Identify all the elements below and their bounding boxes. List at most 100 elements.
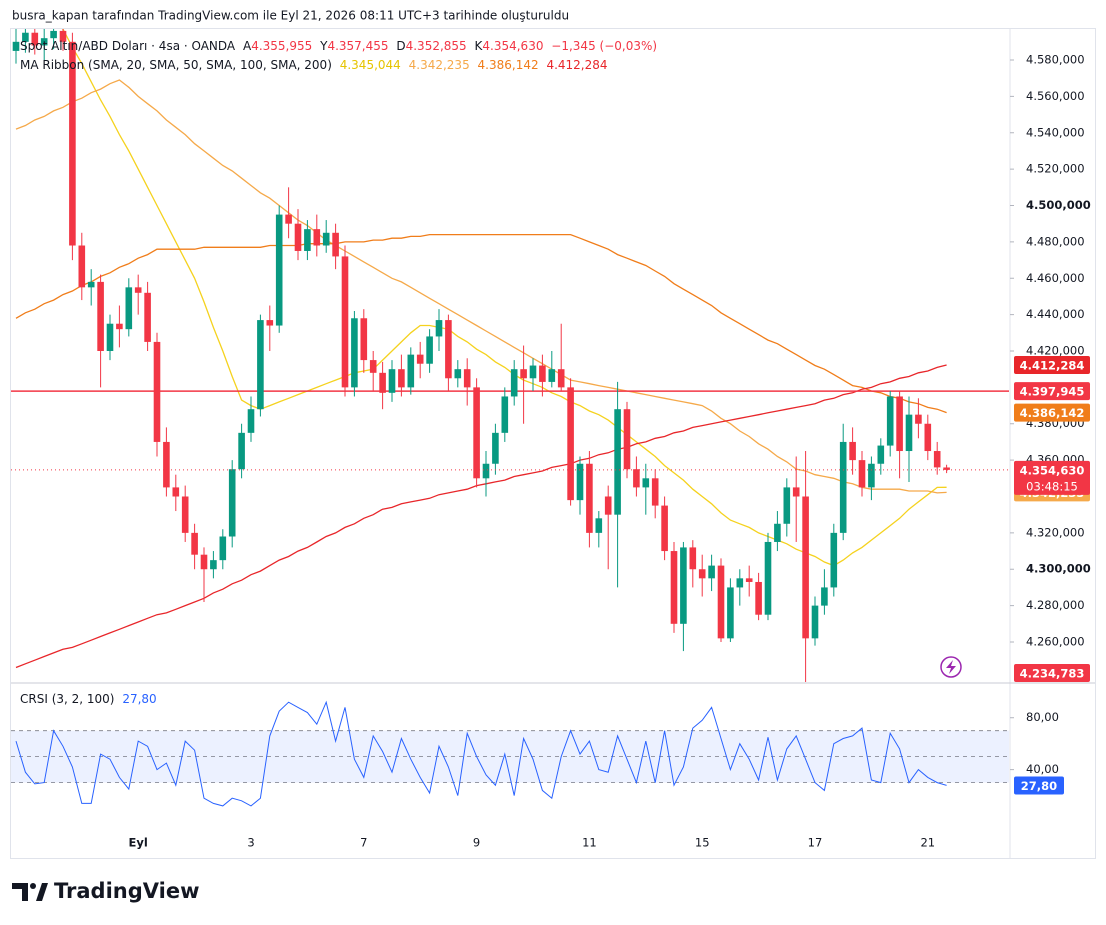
y-tick-label: 4.540,000 [1026,125,1085,139]
y-tick-label: 4.460,000 [1026,271,1085,285]
candle-body [426,336,433,364]
ma-title: MA Ribbon (SMA, 20, SMA, 50, SMA, 100, S… [20,58,332,72]
candle-body [106,323,114,351]
ohlc-letter: Y [319,39,328,53]
candle-body [322,232,330,246]
candle-body [191,532,198,555]
axes: 4.580,000 4.560,000 4.540,000 4.520,000 4.50… [129,53,1091,850]
ma-line [15,79,947,494]
candle-body [369,360,377,373]
candle-body [651,478,659,506]
ohlc-letter: A [243,39,252,53]
candle-body [473,387,480,479]
candle-body [454,369,462,379]
y-tick-label: 4.440,000 [1026,307,1085,321]
x-tick-label: 7 [360,836,367,850]
brand-name: TradingView [54,879,199,903]
x-tick-label: 3 [247,836,254,850]
candle-body [933,451,941,468]
candle-body [482,463,490,479]
candle-body [586,463,593,533]
indicator-legend: CRSI (3, 2, 100) 27,80 [20,692,157,706]
y-tick-label: 4.320,000 [1026,525,1085,539]
candle-body [134,287,142,293]
candle-body [22,32,29,42]
ma-value: 4.345,044 [340,58,401,72]
candle-body [163,441,170,488]
candle-body [360,318,368,361]
candle-body [463,369,471,388]
brand-logo [12,883,48,901]
candle-body [97,281,104,351]
last-price-badge [1014,460,1090,495]
candle-body [567,387,574,501]
candle-body [943,467,950,470]
indicator-tick-label: 40,00 [1026,762,1059,776]
candle-body [416,354,424,364]
candle-body [144,292,151,342]
candle-body [830,532,838,588]
candle-body [247,409,255,433]
candle-body [849,441,856,461]
y-tick-label: 4.560,000 [1026,89,1085,103]
candle-body [783,487,791,524]
y-tick-label: 4.480,000 [1026,234,1085,248]
candle-body [905,414,913,452]
candle-body [510,369,518,397]
candle-body [351,318,358,388]
ohlc-change: −1,345 (−0,03%) [551,39,657,53]
candle-body [868,463,875,488]
indicator-value: 27,80 [122,692,156,706]
candle-body [858,460,866,488]
candle-body [548,369,556,382]
indicator-pane [11,700,1009,807]
candle-body [379,372,386,393]
candle-body [69,41,76,246]
candle-body [821,587,828,606]
candle-body [435,320,443,337]
candle-body [896,396,903,452]
candle-body [172,487,180,497]
low-badge-label: 4.234,783 [1020,667,1085,681]
ohlc-value: 4.352,855 [406,39,467,53]
candle-body [595,518,603,533]
ma-value: 4.386,142 [478,58,539,72]
candle-body [642,478,650,488]
ohlc-value: 4.355,955 [251,39,312,53]
candle-body [689,547,697,570]
y-tick-label: 4.500,000 [1026,198,1091,212]
candle-body [219,536,227,561]
candle-body [792,487,800,497]
candle-body [285,214,292,224]
candle-body [210,560,217,570]
countdown-label: 03:48:15 [1026,479,1078,493]
candle-body [811,605,819,639]
price-line-badge [1014,382,1090,401]
candle-body [266,320,274,326]
candle-body [623,409,631,470]
indicator-badge-label: 27,80 [1021,779,1057,793]
candle-body [557,369,565,388]
price-line-badge-label: 4.397,945 [1020,385,1085,399]
ohlc-letter: D [396,39,405,53]
candle-body [59,30,67,42]
symbol-title: Spot Altın/ABD Doları · 4sa · OANDA [20,39,236,53]
y-tick-label: 4.420,000 [1026,343,1085,357]
ohlc-value: 4.357,455 [327,39,388,53]
candle-body [332,232,339,257]
candle-body [877,445,885,464]
candle-body [614,409,621,515]
candle-body [764,541,772,615]
candle-body [924,423,932,452]
candle-body [492,432,499,464]
candle-body [886,396,894,446]
ma-legend-line: MA Ribbon (SMA, 20, SMA, 50, SMA, 100, S… [20,58,608,72]
alert-icon [940,656,962,678]
candle-body [238,432,245,470]
candle-body [727,587,734,639]
candle-body [228,469,236,537]
candle-body [736,578,744,588]
candle-body [501,396,509,433]
ma-line [15,364,947,669]
y-tick-label: 4.300,000 [1026,562,1091,576]
